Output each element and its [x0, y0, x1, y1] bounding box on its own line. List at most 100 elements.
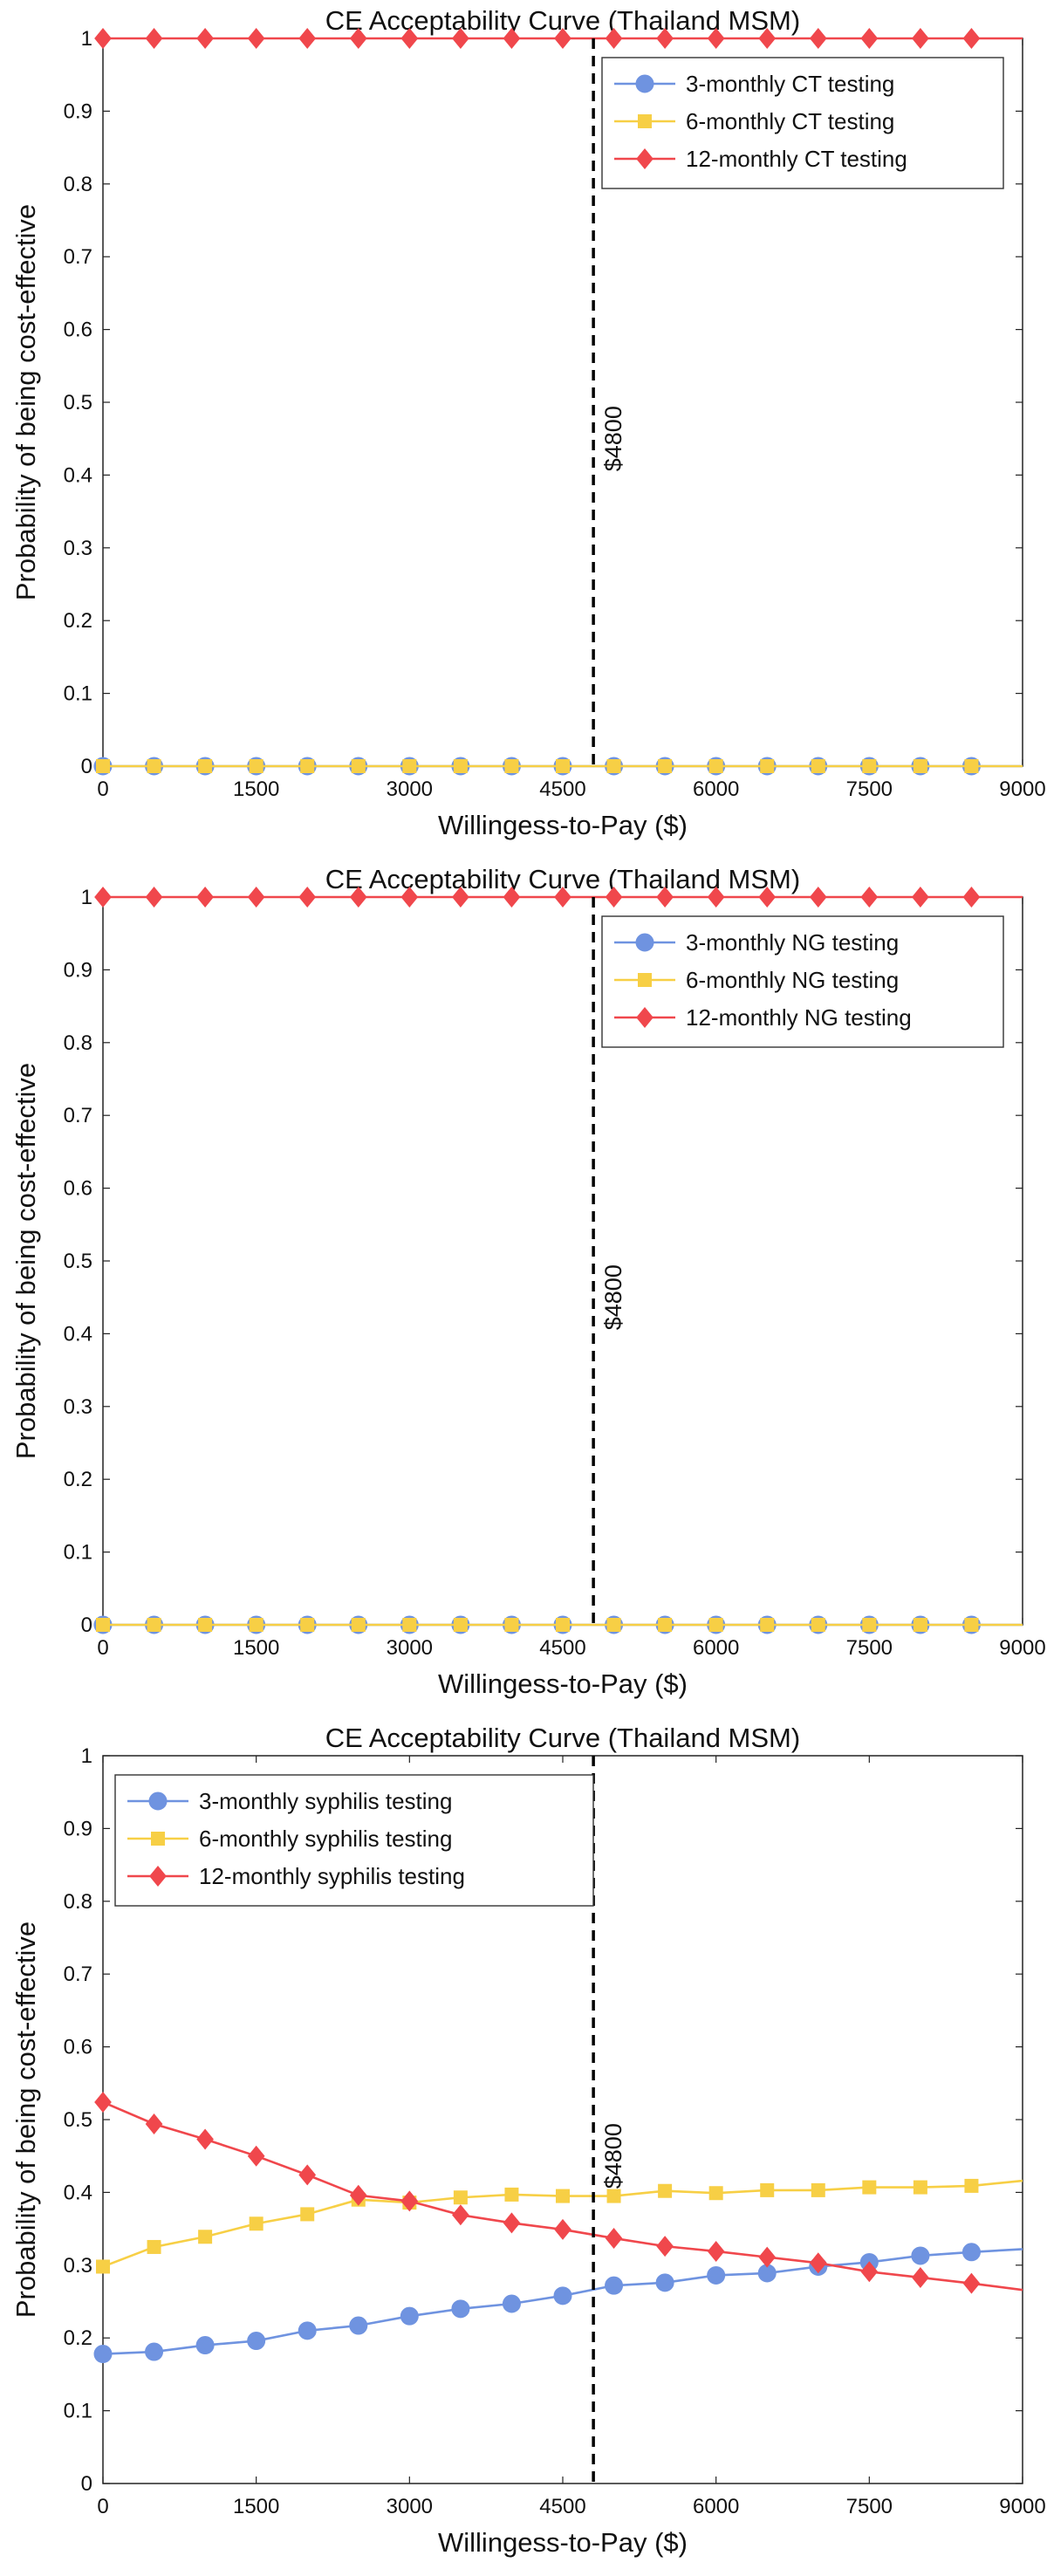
y-tick-label: 0 [81, 1613, 92, 1637]
x-tick-label: 6000 [693, 1636, 739, 1660]
x-tick-label: 7500 [846, 2495, 893, 2518]
data-point [504, 759, 519, 773]
y-tick-label: 0 [81, 2472, 92, 2496]
y-tick-label: 0.5 [64, 2108, 92, 2132]
x-tick-label: 4500 [539, 2495, 585, 2518]
legend-entry: 12-monthly CT testing [686, 146, 907, 172]
legend-swatch-marker [635, 933, 654, 952]
data-point [860, 28, 879, 49]
series-2 [96, 2178, 1023, 2274]
data-point [860, 2261, 879, 2283]
data-point [94, 2091, 112, 2113]
x-tick-label: 9000 [999, 778, 1045, 801]
data-point [656, 887, 674, 908]
x-tick-label: 9000 [999, 2495, 1045, 2518]
y-tick-label: 0.7 [64, 245, 92, 269]
data-point [247, 2145, 265, 2167]
data-point [145, 887, 163, 908]
data-point [93, 2345, 113, 2364]
data-point [198, 759, 213, 773]
data-point [453, 2190, 468, 2205]
y-tick-label: 0.6 [64, 319, 92, 342]
data-point [300, 759, 315, 773]
legend-swatch-marker [638, 973, 652, 987]
legend-swatch-marker [148, 1792, 168, 1811]
x-tick-label: 1500 [233, 2495, 279, 2518]
y-tick-label: 0.8 [64, 1031, 92, 1055]
data-point [811, 2182, 825, 2197]
x-tick-label: 9000 [999, 1636, 1045, 1660]
wtp-threshold-label: $4800 [600, 406, 626, 471]
x-tick-label: 6000 [693, 2495, 739, 2518]
data-point [147, 2239, 161, 2254]
y-tick-label: 0.6 [64, 2036, 92, 2059]
y-tick-label: 0.4 [64, 2181, 92, 2204]
data-point [502, 2294, 521, 2313]
series-2 [96, 1618, 1023, 1632]
data-point [708, 759, 723, 773]
data-point [707, 887, 725, 908]
data-point [198, 1618, 213, 1632]
data-point [605, 887, 623, 908]
x-axis-label: Willingess-to-Pay ($) [438, 2527, 688, 2558]
data-point [707, 2265, 726, 2285]
data-point [504, 2187, 519, 2202]
y-tick-label: 0.2 [64, 2326, 92, 2350]
data-point [913, 1618, 927, 1632]
data-point [452, 887, 469, 908]
y-tick-label: 0.1 [64, 682, 92, 706]
data-point [707, 2240, 725, 2262]
data-point [147, 1618, 161, 1632]
data-point [862, 1618, 877, 1632]
data-point [760, 2182, 775, 2197]
data-point [400, 28, 419, 49]
data-point [655, 2273, 674, 2292]
series-2 [96, 759, 1023, 773]
data-point [556, 1618, 570, 1632]
legend-entry: 6-monthly syphilis testing [199, 1826, 452, 1852]
series-3 [94, 2091, 1023, 2294]
legend-swatch-marker [151, 1832, 165, 1846]
data-point [94, 28, 112, 49]
data-point [913, 759, 927, 773]
y-tick-label: 0.4 [64, 1322, 92, 1346]
data-point [758, 887, 777, 908]
data-point [862, 759, 877, 773]
y-tick-label: 0.3 [64, 2254, 92, 2278]
data-point [298, 2321, 317, 2340]
x-axis-label: Willingess-to-Pay ($) [438, 810, 688, 840]
data-point [96, 759, 110, 773]
y-tick-label: 0 [81, 755, 92, 778]
x-tick-label: 0 [97, 1636, 108, 1660]
data-point [760, 759, 775, 773]
data-point [249, 1618, 263, 1632]
legend-swatch-marker [149, 1866, 167, 1887]
legend-entry: 12-monthly syphilis testing [199, 1863, 465, 1889]
data-point [145, 28, 163, 49]
data-point [300, 1618, 315, 1632]
legend-box [114, 1774, 594, 1907]
data-point [809, 28, 827, 49]
data-point [503, 28, 521, 49]
x-tick-label: 0 [97, 778, 108, 801]
data-point [964, 2178, 979, 2193]
data-point [96, 1618, 110, 1632]
y-tick-label: 0.9 [64, 958, 92, 982]
data-point [247, 2332, 266, 2351]
data-point [962, 887, 981, 908]
data-point [196, 2128, 214, 2150]
data-point [605, 2227, 623, 2249]
y-tick-label: 0.1 [64, 2400, 92, 2423]
data-point [708, 2186, 723, 2201]
legend-entry: 3-monthly syphilis testing [199, 1788, 452, 1814]
data-point [247, 28, 265, 49]
data-point [300, 2207, 315, 2222]
data-point [658, 2183, 673, 2198]
data-point [195, 2336, 215, 2355]
data-point [400, 2190, 419, 2212]
data-point [298, 2164, 317, 2186]
data-point [606, 1618, 621, 1632]
data-point [249, 759, 263, 773]
data-point [145, 2342, 164, 2361]
y-tick-label: 0.6 [64, 1177, 92, 1201]
